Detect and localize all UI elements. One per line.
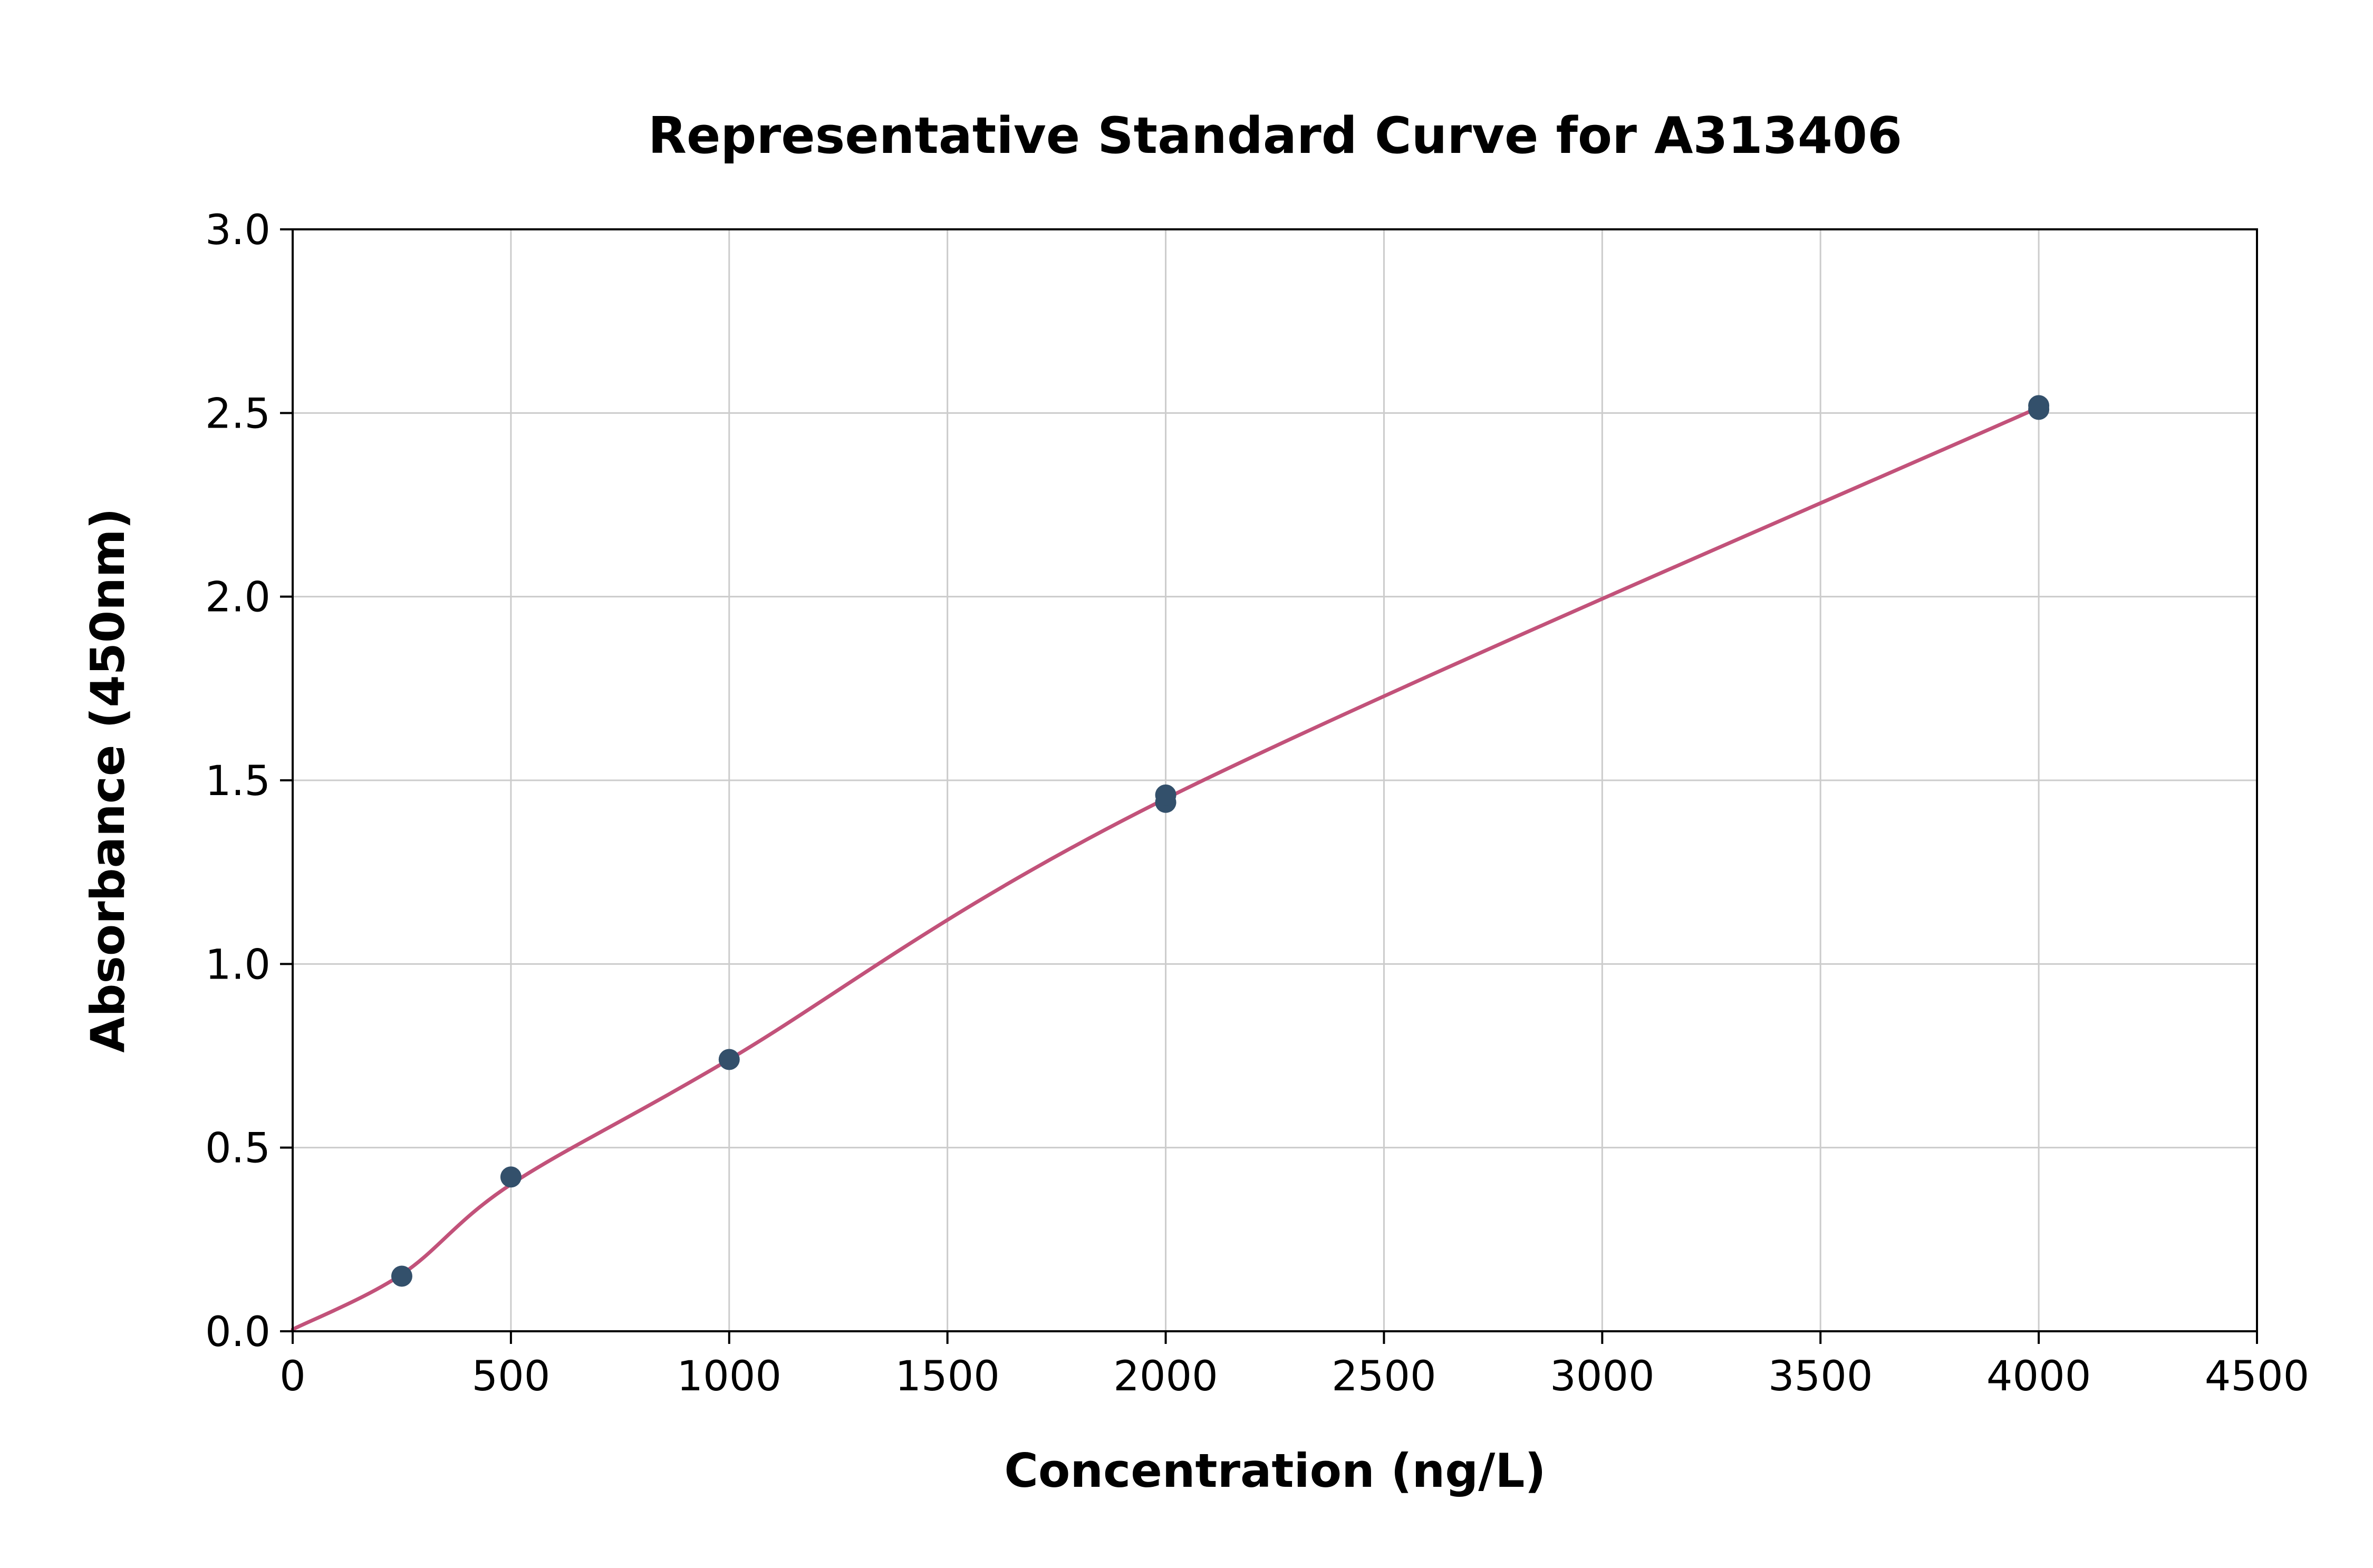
x-axis-label: Concentration (ng/L) — [1004, 1444, 1546, 1498]
data-point — [718, 1049, 740, 1070]
y-tick-label: 1.5 — [205, 758, 271, 805]
y-tick-label: 0.5 — [205, 1125, 271, 1173]
curve-layer — [291, 405, 2041, 1331]
x-tick-label: 4500 — [2205, 1353, 2310, 1400]
x-tick-label: 4000 — [1986, 1353, 2091, 1400]
x-tick-label: 2500 — [1332, 1353, 1436, 1400]
tick-layer: 0 500 1000 1500 2000 2500 3000 3500 4000 4500 0.0 0… — [205, 207, 2309, 1400]
points-layer — [391, 395, 2050, 1287]
y-tick-label: 0.0 — [205, 1309, 271, 1356]
x-tick-label: 500 — [471, 1353, 550, 1400]
x-tick-label: 1000 — [677, 1353, 782, 1400]
data-point — [1155, 784, 1176, 806]
y-tick-label: 2.5 — [205, 390, 271, 438]
x-tick-label: 2000 — [1113, 1353, 1218, 1400]
data-point — [391, 1265, 412, 1287]
data-point — [2028, 395, 2050, 417]
data-point — [500, 1166, 522, 1188]
x-tick-label: 1500 — [895, 1353, 1000, 1400]
y-tick-label: 2.0 — [205, 574, 271, 622]
y-tick-label: 1.0 — [205, 941, 271, 989]
y-axis-label: Absorbance (450nm) — [81, 508, 135, 1052]
y-tick-label: 3.0 — [205, 207, 271, 254]
x-tick-label: 0 — [279, 1353, 306, 1400]
x-tick-label: 3000 — [1550, 1353, 1655, 1400]
grid-layer — [292, 228, 2258, 1332]
x-tick-label: 3500 — [1768, 1353, 1873, 1400]
fit-curve — [291, 405, 2041, 1331]
chart-title: Representative Standard Curve for A31340… — [648, 107, 1902, 165]
